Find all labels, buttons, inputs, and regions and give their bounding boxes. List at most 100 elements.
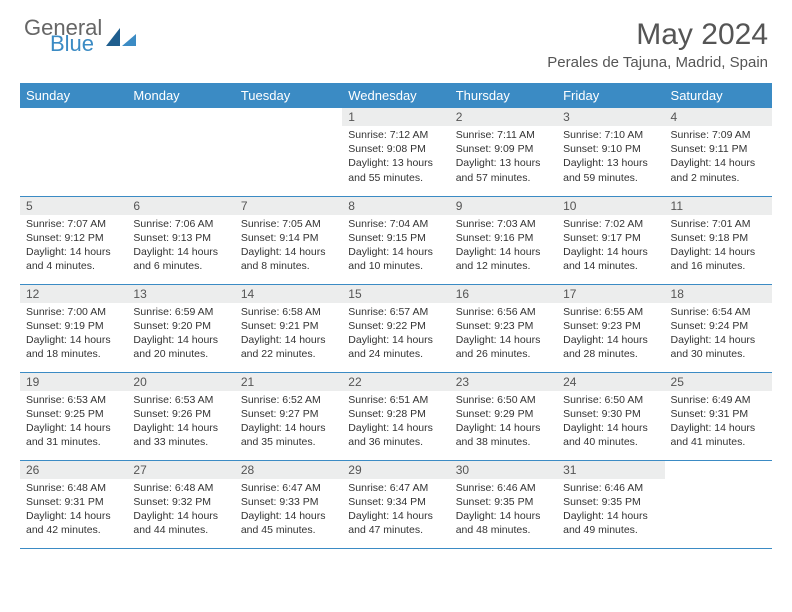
sunset-text: Sunset: 9:18 PM [671, 231, 766, 245]
sunset-text: Sunset: 9:12 PM [26, 231, 121, 245]
calendar-week-row: 12Sunrise: 7:00 AMSunset: 9:19 PMDayligh… [20, 284, 772, 372]
day-details: Sunrise: 6:56 AMSunset: 9:23 PMDaylight:… [450, 303, 557, 366]
day-details: Sunrise: 6:51 AMSunset: 9:28 PMDaylight:… [342, 391, 449, 454]
calendar-cell: 18Sunrise: 6:54 AMSunset: 9:24 PMDayligh… [665, 284, 772, 372]
calendar-cell: 9Sunrise: 7:03 AMSunset: 9:16 PMDaylight… [450, 196, 557, 284]
sunrise-text: Sunrise: 6:46 AM [563, 481, 658, 495]
sunrise-text: Sunrise: 6:58 AM [241, 305, 336, 319]
day-number: 26 [20, 461, 127, 479]
day-header: Saturday [665, 83, 772, 108]
sunrise-text: Sunrise: 6:59 AM [133, 305, 228, 319]
sunset-text: Sunset: 9:29 PM [456, 407, 551, 421]
calendar-cell [127, 108, 234, 196]
calendar-cell: 19Sunrise: 6:53 AMSunset: 9:25 PMDayligh… [20, 372, 127, 460]
calendar-cell: 25Sunrise: 6:49 AMSunset: 9:31 PMDayligh… [665, 372, 772, 460]
daylight-text: Daylight: 14 hours and 12 minutes. [456, 245, 551, 273]
calendar-cell: 27Sunrise: 6:48 AMSunset: 9:32 PMDayligh… [127, 460, 234, 548]
day-details: Sunrise: 6:59 AMSunset: 9:20 PMDaylight:… [127, 303, 234, 366]
daylight-text: Daylight: 14 hours and 24 minutes. [348, 333, 443, 361]
sunrise-text: Sunrise: 7:02 AM [563, 217, 658, 231]
sunset-text: Sunset: 9:28 PM [348, 407, 443, 421]
day-header: Thursday [450, 83, 557, 108]
day-number: 14 [235, 285, 342, 303]
calendar-cell: 23Sunrise: 6:50 AMSunset: 9:29 PMDayligh… [450, 372, 557, 460]
sunrise-text: Sunrise: 6:46 AM [456, 481, 551, 495]
daylight-text: Daylight: 14 hours and 33 minutes. [133, 421, 228, 449]
sunrise-text: Sunrise: 6:54 AM [671, 305, 766, 319]
day-number: 25 [665, 373, 772, 391]
daylight-text: Daylight: 14 hours and 41 minutes. [671, 421, 766, 449]
day-details: Sunrise: 6:46 AMSunset: 9:35 PMDaylight:… [450, 479, 557, 542]
daylight-text: Daylight: 14 hours and 28 minutes. [563, 333, 658, 361]
day-details: Sunrise: 6:57 AMSunset: 9:22 PMDaylight:… [342, 303, 449, 366]
daylight-text: Daylight: 14 hours and 30 minutes. [671, 333, 766, 361]
day-number: 15 [342, 285, 449, 303]
day-details: Sunrise: 6:58 AMSunset: 9:21 PMDaylight:… [235, 303, 342, 366]
day-details: Sunrise: 7:02 AMSunset: 9:17 PMDaylight:… [557, 215, 664, 278]
day-details: Sunrise: 6:53 AMSunset: 9:26 PMDaylight:… [127, 391, 234, 454]
daylight-text: Daylight: 13 hours and 59 minutes. [563, 156, 658, 184]
sunrise-text: Sunrise: 6:52 AM [241, 393, 336, 407]
sunrise-text: Sunrise: 7:11 AM [456, 128, 551, 142]
day-header: Tuesday [235, 83, 342, 108]
calendar-week-row: 19Sunrise: 6:53 AMSunset: 9:25 PMDayligh… [20, 372, 772, 460]
calendar-table: SundayMondayTuesdayWednesdayThursdayFrid… [20, 83, 772, 549]
calendar-cell: 3Sunrise: 7:10 AMSunset: 9:10 PMDaylight… [557, 108, 664, 196]
daylight-text: Daylight: 14 hours and 4 minutes. [26, 245, 121, 273]
calendar-cell: 16Sunrise: 6:56 AMSunset: 9:23 PMDayligh… [450, 284, 557, 372]
day-details: Sunrise: 7:11 AMSunset: 9:09 PMDaylight:… [450, 126, 557, 189]
sunrise-text: Sunrise: 6:56 AM [456, 305, 551, 319]
sunrise-text: Sunrise: 7:05 AM [241, 217, 336, 231]
day-header: Friday [557, 83, 664, 108]
day-number: 24 [557, 373, 664, 391]
day-number [235, 108, 342, 112]
day-details: Sunrise: 7:07 AMSunset: 9:12 PMDaylight:… [20, 215, 127, 278]
day-number: 31 [557, 461, 664, 479]
sunrise-text: Sunrise: 7:07 AM [26, 217, 121, 231]
daylight-text: Daylight: 14 hours and 35 minutes. [241, 421, 336, 449]
sunset-text: Sunset: 9:17 PM [563, 231, 658, 245]
sunrise-text: Sunrise: 6:50 AM [563, 393, 658, 407]
sunset-text: Sunset: 9:11 PM [671, 142, 766, 156]
day-header: Wednesday [342, 83, 449, 108]
sunrise-text: Sunrise: 6:51 AM [348, 393, 443, 407]
sunrise-text: Sunrise: 6:47 AM [348, 481, 443, 495]
sunset-text: Sunset: 9:35 PM [456, 495, 551, 509]
daylight-text: Daylight: 14 hours and 26 minutes. [456, 333, 551, 361]
logo-sail-icon [106, 28, 136, 46]
daylight-text: Daylight: 14 hours and 2 minutes. [671, 156, 766, 184]
day-number: 13 [127, 285, 234, 303]
day-number [665, 461, 772, 465]
sunrise-text: Sunrise: 7:04 AM [348, 217, 443, 231]
day-number: 4 [665, 108, 772, 126]
month-title: May 2024 [547, 18, 768, 52]
sunrise-text: Sunrise: 7:01 AM [671, 217, 766, 231]
calendar-cell: 30Sunrise: 6:46 AMSunset: 9:35 PMDayligh… [450, 460, 557, 548]
day-number: 8 [342, 197, 449, 215]
sunrise-text: Sunrise: 6:47 AM [241, 481, 336, 495]
day-header: Monday [127, 83, 234, 108]
sunrise-text: Sunrise: 7:10 AM [563, 128, 658, 142]
sunrise-text: Sunrise: 6:53 AM [133, 393, 228, 407]
calendar-cell: 28Sunrise: 6:47 AMSunset: 9:33 PMDayligh… [235, 460, 342, 548]
sunset-text: Sunset: 9:34 PM [348, 495, 443, 509]
day-number: 18 [665, 285, 772, 303]
sunset-text: Sunset: 9:23 PM [456, 319, 551, 333]
calendar-cell: 21Sunrise: 6:52 AMSunset: 9:27 PMDayligh… [235, 372, 342, 460]
logo-text: General Blue [24, 18, 102, 54]
day-number: 3 [557, 108, 664, 126]
day-details: Sunrise: 6:49 AMSunset: 9:31 PMDaylight:… [665, 391, 772, 454]
calendar-week-row: 1Sunrise: 7:12 AMSunset: 9:08 PMDaylight… [20, 108, 772, 196]
daylight-text: Daylight: 14 hours and 38 minutes. [456, 421, 551, 449]
sunrise-text: Sunrise: 6:55 AM [563, 305, 658, 319]
day-number: 20 [127, 373, 234, 391]
daylight-text: Daylight: 14 hours and 42 minutes. [26, 509, 121, 537]
day-details: Sunrise: 7:05 AMSunset: 9:14 PMDaylight:… [235, 215, 342, 278]
daylight-text: Daylight: 14 hours and 31 minutes. [26, 421, 121, 449]
sunrise-text: Sunrise: 6:50 AM [456, 393, 551, 407]
sunrise-text: Sunrise: 6:48 AM [133, 481, 228, 495]
calendar-cell: 13Sunrise: 6:59 AMSunset: 9:20 PMDayligh… [127, 284, 234, 372]
day-number [20, 108, 127, 112]
daylight-text: Daylight: 14 hours and 40 minutes. [563, 421, 658, 449]
sunset-text: Sunset: 9:35 PM [563, 495, 658, 509]
